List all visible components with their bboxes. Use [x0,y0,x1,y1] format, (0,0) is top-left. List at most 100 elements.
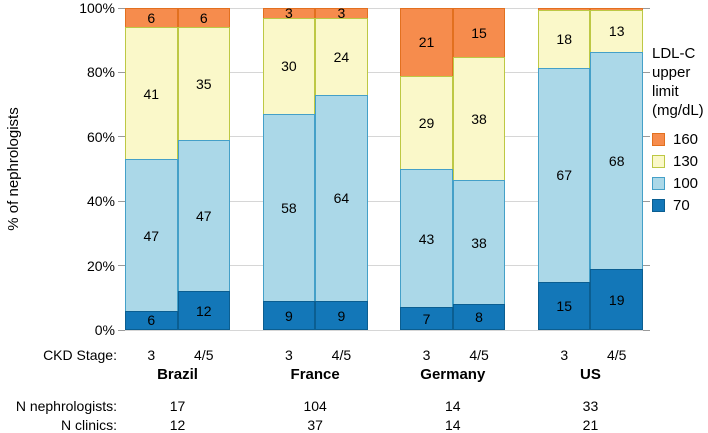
n-clinics-value: 21 [582,417,599,433]
bar-group-france: 9 58 30 3 9 64 24 3 [262,5,368,330]
stacked-bar: 9 64 24 3 [315,5,368,330]
gridline [125,265,643,267]
bar-segment: 47 [177,140,230,292]
country-label: Germany [420,366,486,383]
country-group: Germany [400,366,505,383]
bar-segment: 6 [125,8,178,28]
n-clinics-value: 14 [445,417,461,433]
legend-item-130: 130 [652,153,708,170]
stage-group: 3 4/5 [125,347,230,363]
country-row: Brazil France Germany US [125,366,643,383]
bar-segment-label: 41 [143,85,160,102]
country-group: France [263,366,368,383]
axis-tick [118,265,125,267]
bar-segment: 15 [537,282,591,330]
bar-segment: 67 [537,67,591,282]
plot-area: 6 47 41 6 12 47 35 6 9 58 30 3 9 64 24 3 7 43 29 21 8 38 38 15 1… [118,5,650,331]
legend-item-label: 100 [673,175,699,192]
axis-tick [118,71,125,73]
y-tick-label: 100% [79,0,115,16]
n-nephrologists-value: 104 [303,398,327,414]
bar-segment: 9 [315,301,368,330]
gridline [125,329,643,331]
legend-title: LDL-C upper limit (mg/dL) [652,44,708,120]
stage-label: 3 [147,347,156,363]
y-tick-label: 60% [86,128,115,145]
stacked-bar: 9 58 30 3 [262,5,316,330]
y-tick-label: 20% [86,257,115,274]
n-clinics-label: N clinics: [60,417,117,433]
gridline [125,71,643,73]
stage-label: 4/5 [469,347,489,363]
country-label: France [290,366,340,383]
stacked-bar: 15 67 18 [537,8,591,330]
gridline [125,200,643,202]
bar-segment-label: 35 [195,76,212,93]
legend-item-100: 100 [652,175,708,192]
bar-group-germany: 7 43 29 21 8 38 38 15 [400,8,506,330]
bar-segment: 24 [315,17,368,95]
stage-row: 3 4/5 3 4/5 3 4/5 3 4/5 [125,347,643,363]
bars-container: 6 47 41 6 12 47 35 6 9 58 30 3 9 64 24 3 7 43 29 21 8 38 38 15 1… [125,5,643,330]
bar-segment-label: 19 [608,291,625,308]
axis-tick [643,265,650,267]
stacked-bar: 12 47 35 6 [177,8,230,330]
bar-segment-label: 6 [147,312,156,329]
n-clinics-row: 12 37 14 21 [125,417,643,433]
bar-segment-label: 21 [418,34,435,51]
bar-segment-label: 58 [281,200,297,217]
bar-segment-label: 15 [556,298,572,314]
n-clinics-value: 37 [307,417,323,433]
bar-segment: 15 [452,8,506,57]
legend-title-line: limit [652,83,679,100]
n-clinics-group: 12 [125,417,230,433]
bar-segment: 8 [452,303,506,330]
legend-swatch [652,177,665,190]
axis-tick [643,7,650,9]
country-group: Brazil [125,366,230,383]
country-label: US [580,366,601,383]
stage-label: 4/5 [606,347,627,363]
bar-segment-label: 3 [337,5,346,22]
bar-segment-label: 24 [333,48,350,65]
bar-segment-label: 38 [471,111,487,128]
legend: LDL-C upper limit (mg/dL) 160 130 100 70 [652,44,708,220]
bar-group-brazil: 6 47 41 6 12 47 35 6 [125,8,230,330]
stage-label: 3 [422,347,431,363]
bar-segment: 19 [590,269,643,330]
stacked-bar: 6 47 41 6 [125,8,178,330]
bar-segment-label: 3 [285,5,293,22]
axis-tick [643,136,650,138]
gridline [125,136,643,138]
n-nephrologists-group: 33 [538,398,643,414]
n-nephrologists-label: N nephrologists: [15,398,117,414]
bar-segment: 21 [400,8,453,76]
stage-group: 3 4/5 [400,347,505,363]
y-tick-label: 80% [86,64,115,81]
stage-label: 4/5 [194,347,214,363]
n-clinics-group: 14 [400,417,505,433]
bar-segment-label: 8 [475,308,483,325]
bar-segment-label: 18 [556,31,572,48]
legend-item-label: 70 [673,197,690,214]
n-nephrologists-group: 17 [125,398,230,414]
bar-segment: 29 [400,75,453,170]
country-group: US [538,366,643,383]
bar-segment: 3 [315,5,368,22]
bar-segment: 41 [125,27,178,160]
bar-segment: 64 [315,94,368,302]
axis-tick [643,71,650,73]
bar-segment-label: 29 [418,114,435,131]
legend-items: 160 130 100 70 [652,131,708,214]
bar-segment-label: 30 [281,58,297,75]
bar-segment: 47 [125,159,178,311]
stage-group: 3 4/5 [538,347,643,363]
bar-segment-label: 47 [143,227,160,244]
axis-tick [118,7,125,9]
n-clinics-group: 21 [538,417,643,433]
bar-segment: 9 [262,301,316,330]
n-clinics-group: 37 [263,417,368,433]
bar-segment-label: 47 [195,208,212,225]
ckd-stage-label: CKD Stage: [43,347,117,363]
